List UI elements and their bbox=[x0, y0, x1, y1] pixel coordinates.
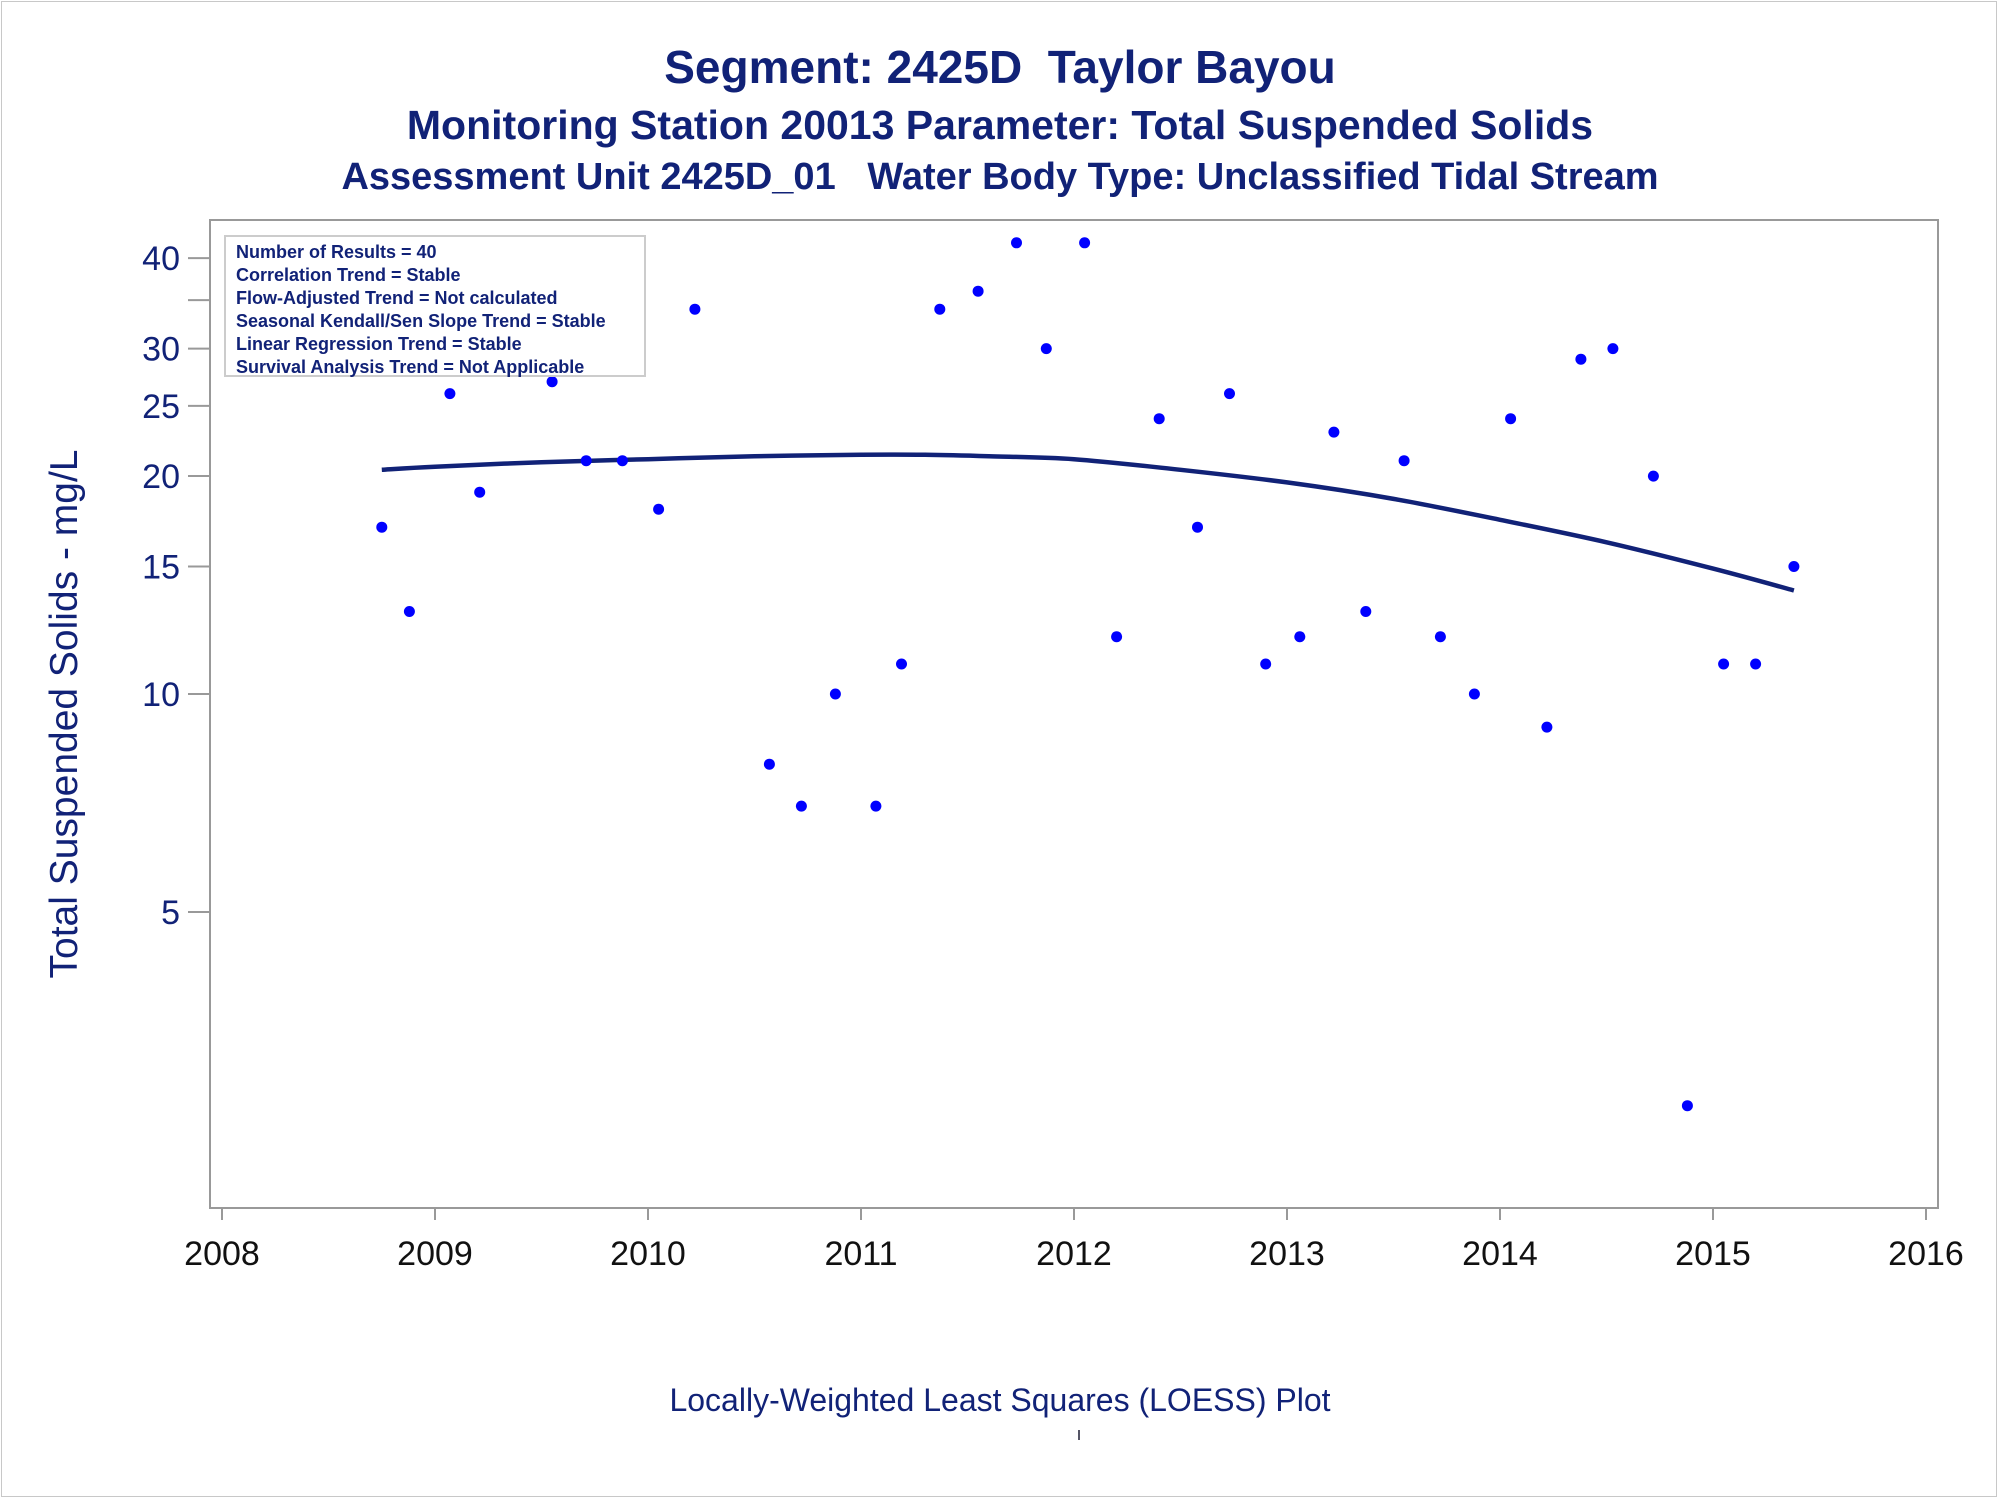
chart-subtitle-1: Monitoring Station 20013 Parameter: Tota… bbox=[406, 102, 1594, 148]
y-tick-label: 40 bbox=[142, 240, 180, 278]
data-point bbox=[1360, 606, 1372, 617]
data-point bbox=[1398, 455, 1410, 467]
x-tick-label: 2014 bbox=[1462, 1235, 1538, 1273]
x-tick-label: 2015 bbox=[1675, 1235, 1751, 1273]
y-axis-label: Total Suspended Solids - mg/L bbox=[43, 450, 86, 979]
data-point bbox=[1153, 413, 1165, 425]
data-point bbox=[474, 486, 486, 498]
x-tick-label: 2011 bbox=[824, 1235, 897, 1273]
data-point bbox=[870, 800, 882, 812]
footnote: Locally-Weighted Least Squares (LOESS) P… bbox=[669, 1382, 1331, 1418]
stat-survival-analysis-trend: Survival Analysis Trend = Not Applicable bbox=[236, 357, 585, 377]
data-point bbox=[1434, 631, 1446, 643]
data-point bbox=[1575, 353, 1587, 365]
data-point bbox=[763, 758, 775, 770]
x-tick-label: 2016 bbox=[1888, 1235, 1964, 1273]
y-tick-label: 5 bbox=[161, 894, 180, 932]
x-tick-label: 2008 bbox=[184, 1235, 260, 1273]
data-point bbox=[546, 376, 558, 388]
data-point bbox=[403, 606, 415, 617]
y-tick-label: 10 bbox=[142, 676, 180, 714]
y-tick-label: 25 bbox=[142, 388, 180, 426]
x-tick-label: 2009 bbox=[397, 1235, 473, 1273]
x-tick-label: 2013 bbox=[1249, 1235, 1325, 1273]
data-point bbox=[1328, 426, 1340, 438]
loess-curve bbox=[381, 452, 1795, 593]
data-point bbox=[1541, 721, 1553, 733]
data-point bbox=[580, 455, 592, 467]
data-point bbox=[1505, 413, 1517, 425]
chart-title: Segment: 2425D Taylor Bayou bbox=[664, 41, 1336, 93]
x-tick-label: 2010 bbox=[610, 1235, 686, 1273]
data-point bbox=[1718, 658, 1730, 670]
data-point bbox=[1260, 658, 1272, 670]
data-point bbox=[972, 285, 984, 297]
stat-seasonal-kendall-trend: Seasonal Kendall/Sen Slope Trend = Stabl… bbox=[236, 311, 606, 331]
y-tick-label: 30 bbox=[142, 331, 180, 369]
stats-legend: Number of Results = 40 Correlation Trend… bbox=[224, 235, 646, 377]
x-axis: 2008 2009 2010 2011 2012 2013 2014 2015 2016 bbox=[184, 1208, 1964, 1273]
data-point bbox=[1192, 521, 1203, 533]
data-point bbox=[1224, 388, 1235, 400]
data-point bbox=[444, 388, 456, 400]
stat-number-of-results: Number of Results = 40 bbox=[236, 242, 437, 262]
data-point bbox=[1607, 343, 1619, 355]
chart-subtitle-2: Assessment Unit 2425D_01 Water Body Type… bbox=[341, 156, 1659, 198]
data-point bbox=[896, 658, 907, 670]
data-point bbox=[653, 503, 665, 515]
data-point bbox=[616, 455, 628, 467]
y-tick-label: 15 bbox=[142, 549, 180, 587]
stat-linear-regression-trend: Linear Regression Trend = Stable bbox=[236, 334, 522, 354]
x-tick-label: 2012 bbox=[1036, 1235, 1112, 1273]
data-points bbox=[376, 237, 1800, 1112]
data-point bbox=[1788, 561, 1800, 572]
y-tick-label: 20 bbox=[142, 458, 180, 496]
data-point bbox=[1750, 658, 1762, 670]
data-point bbox=[829, 688, 841, 700]
data-point bbox=[689, 303, 701, 315]
footnote-tick bbox=[1078, 1430, 1080, 1440]
data-point bbox=[934, 303, 946, 315]
data-point bbox=[1647, 470, 1659, 482]
data-point bbox=[376, 521, 388, 533]
stat-correlation-trend: Correlation Trend = Stable bbox=[236, 265, 461, 285]
data-point bbox=[1111, 631, 1123, 643]
data-point bbox=[795, 800, 807, 812]
data-point bbox=[1079, 237, 1091, 249]
data-point bbox=[1011, 237, 1022, 249]
data-point bbox=[1468, 688, 1480, 700]
data-point bbox=[1294, 631, 1306, 643]
stat-flow-adjusted-trend: Flow-Adjusted Trend = Not calculated bbox=[236, 288, 558, 308]
y-axis: 5 10 15 20 25 30 40 bbox=[142, 240, 210, 932]
data-point bbox=[1040, 343, 1052, 355]
data-point bbox=[1681, 1100, 1693, 1112]
